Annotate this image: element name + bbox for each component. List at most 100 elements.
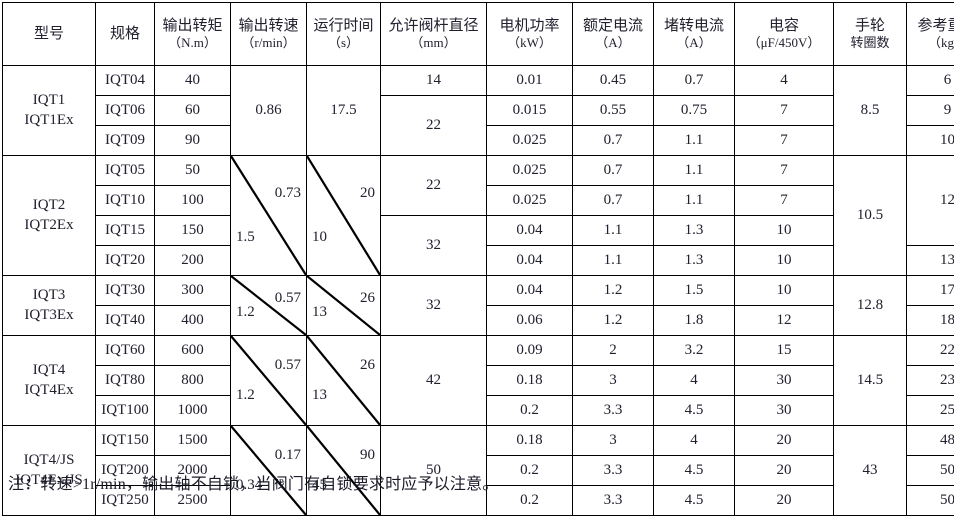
column-header-unit: （A） <box>654 35 734 51</box>
torque-cell: 1000 <box>155 396 231 426</box>
capacitor-cell: 15 <box>735 336 834 366</box>
column-header-run-time: 运行时间（s） <box>307 3 381 66</box>
rated-current-cell: 0.7 <box>573 126 654 156</box>
capacitor-cell: 4 <box>735 66 834 96</box>
reference-weight-cell: 13 <box>907 246 954 276</box>
column-header-title: 电容 <box>769 18 799 34</box>
locked-rotor-current-cell: 3.2 <box>654 336 735 366</box>
motor-power-cell: 0.09 <box>487 336 573 366</box>
motor-power-cell: 0.18 <box>487 366 573 396</box>
motor-power-cell: 0.06 <box>487 306 573 336</box>
capacitor-cell: 30 <box>735 396 834 426</box>
rated-current-cell: 1.1 <box>573 216 654 246</box>
torque-cell: 300 <box>155 276 231 306</box>
torque-cell: 50 <box>155 156 231 186</box>
rated-current-cell: 3 <box>573 426 654 456</box>
header-row: 型号规格输出转矩（N.m）输出转速（r/min）运行时间（s）允许阀杆直径（mm… <box>3 3 954 66</box>
split-value-lower: 10 <box>312 229 327 246</box>
motor-power-cell: 0.01 <box>487 66 573 96</box>
column-header-title: 运行时间 <box>313 18 373 34</box>
model-name-primary: IQT1 <box>33 92 66 108</box>
stem-diameter-cell: 32 <box>381 276 487 336</box>
rated-current-cell: 0.7 <box>573 156 654 186</box>
motor-power-cell: 0.2 <box>487 486 573 516</box>
column-header-unit: （kg） <box>907 35 954 51</box>
reference-weight-cell: 48 <box>907 426 954 456</box>
reference-weight-cell: 12 <box>907 156 954 246</box>
table-header: 型号规格输出转矩（N.m）输出转速（r/min）运行时间（s）允许阀杆直径（mm… <box>3 3 954 66</box>
reference-weight-cell: 18 <box>907 306 954 336</box>
split-value-lower: 0.34 <box>236 477 262 494</box>
spec-cell: IQT06 <box>96 96 155 126</box>
column-header-title: 参考重量 <box>917 18 954 34</box>
capacitor-cell: 7 <box>735 186 834 216</box>
locked-rotor-current-cell: 4.5 <box>654 396 735 426</box>
rated-current-cell: 0.55 <box>573 96 654 126</box>
column-header-locked-rotor-current: 堵转电流（A） <box>654 3 735 66</box>
capacitor-cell: 20 <box>735 456 834 486</box>
split-value-lower: 1.2 <box>236 304 255 321</box>
column-header-rated-current: 额定电流（A） <box>573 3 654 66</box>
column-header-title: 输出转矩 <box>162 18 222 34</box>
output-speed-cell: 0.86 <box>231 66 307 156</box>
model-name-ex-variant: IQT3Ex <box>3 306 95 326</box>
split-value-upper: 26 <box>360 290 375 307</box>
spec-cell: IQT30 <box>96 276 155 306</box>
column-header-motor-power: 电机功率（kW） <box>487 3 573 66</box>
column-header-unit: （N.m） <box>155 35 230 51</box>
model-name-cell: IQT1 IQT1Ex <box>3 66 96 156</box>
spec-cell: IQT20 <box>96 246 155 276</box>
motor-power-cell: 0.18 <box>487 426 573 456</box>
column-header-reference-weight: 参考重量（kg） <box>907 3 954 66</box>
torque-cell: 400 <box>155 306 231 336</box>
reference-weight-cell: 23 <box>907 366 954 396</box>
column-header-unit: （r/min） <box>231 35 306 51</box>
motor-power-cell: 0.025 <box>487 186 573 216</box>
capacitor-cell: 7 <box>735 126 834 156</box>
capacitor-cell: 10 <box>735 246 834 276</box>
locked-rotor-current-cell: 1.3 <box>654 216 735 246</box>
model-name-ex-variant: IQT1Ex <box>3 111 95 131</box>
handwheel-turns-cell: 43 <box>834 426 907 516</box>
spec-cell: IQT80 <box>96 366 155 396</box>
model-name-primary: IQT4 <box>33 362 66 378</box>
split-value-upper: 0.57 <box>275 290 301 307</box>
split-value-lower: 1.5 <box>236 229 255 246</box>
locked-rotor-current-cell: 4 <box>654 426 735 456</box>
locked-rotor-current-cell: 4.5 <box>654 486 735 516</box>
reference-weight-cell: 50 <box>907 486 954 516</box>
split-value-upper: 20 <box>360 185 375 202</box>
column-header-unit: （kW） <box>487 35 572 51</box>
spec-cell: IQT60 <box>96 336 155 366</box>
model-name-ex-variant: IQT2Ex <box>3 216 95 236</box>
motor-power-cell: 0.2 <box>487 396 573 426</box>
locked-rotor-current-cell: 0.75 <box>654 96 735 126</box>
motor-power-cell: 0.04 <box>487 246 573 276</box>
column-header-output-speed: 输出转速（r/min） <box>231 3 307 66</box>
rated-current-cell: 3 <box>573 366 654 396</box>
model-name-primary: IQT2 <box>33 197 66 213</box>
split-value-lower: 13 <box>312 387 327 404</box>
reference-weight-cell: 9 <box>907 96 954 126</box>
column-header-title: 型号 <box>34 26 64 42</box>
model-name-primary: IQT4/JS <box>24 452 75 468</box>
locked-rotor-current-cell: 1.8 <box>654 306 735 336</box>
torque-cell: 1500 <box>155 426 231 456</box>
handwheel-turns-cell: 14.5 <box>834 336 907 426</box>
diagonal-divider-line <box>307 156 380 275</box>
column-header-title: 允许阀杆直径 <box>388 18 478 34</box>
torque-cell: 90 <box>155 126 231 156</box>
rated-current-cell: 1.2 <box>573 276 654 306</box>
reference-weight-cell: 10 <box>907 126 954 156</box>
